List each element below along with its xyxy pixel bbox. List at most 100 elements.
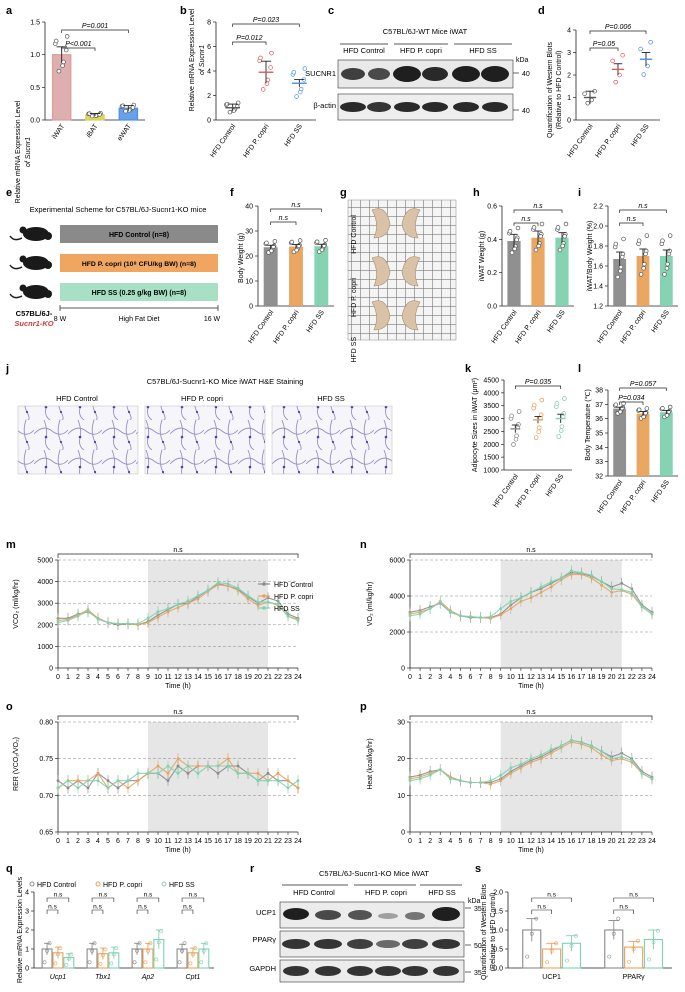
n-point bbox=[529, 591, 533, 594]
n-y-tick-label: 2000 bbox=[389, 630, 405, 637]
i-y-tick-label: 1.2 bbox=[593, 304, 603, 311]
a-dot bbox=[123, 108, 128, 114]
f-dot bbox=[294, 247, 299, 253]
panel-letters: a b c d e f g h i j k l m n o p q r s bbox=[5, 5, 581, 875]
m-point bbox=[146, 616, 150, 620]
p-x-tick-label: 9 bbox=[499, 838, 503, 845]
h-bracket-label: n.s bbox=[521, 216, 531, 223]
q-bracket-label: n.s bbox=[48, 904, 57, 911]
o-point bbox=[286, 786, 290, 790]
i-bracket-label: n.s bbox=[627, 216, 637, 223]
q-bracket-label: n.s bbox=[138, 904, 147, 911]
n-x-tick-label: 11 bbox=[517, 674, 524, 681]
o-x-tick-label: 6 bbox=[116, 838, 120, 845]
p-x-tick-label: 8 bbox=[489, 838, 493, 845]
n-x-tick-label: 21 bbox=[618, 674, 626, 681]
f-dot bbox=[296, 243, 302, 249]
h-dot bbox=[512, 246, 517, 252]
p-y-tick-label: 20 bbox=[397, 756, 405, 763]
n-point bbox=[438, 600, 442, 604]
m-point bbox=[76, 614, 80, 618]
c-group-control: HFD Control bbox=[343, 46, 385, 55]
s-bracket bbox=[531, 897, 572, 902]
l-dot bbox=[613, 402, 619, 407]
n-x-tick-label: 1 bbox=[418, 674, 422, 681]
n-x-tick-label: 9 bbox=[499, 674, 503, 681]
m-y-tick-label: 2000 bbox=[37, 622, 53, 629]
r-mw-3: 35 bbox=[474, 970, 482, 977]
l-dot bbox=[667, 404, 673, 410]
o-y-tick-label: 0.65 bbox=[39, 830, 53, 837]
b-bracket-label: P=0.012 bbox=[236, 35, 262, 42]
m-x-tick-label: 11 bbox=[164, 674, 171, 681]
n-y-tick-label: 0 bbox=[401, 666, 405, 673]
o-x-tick-label: 4 bbox=[96, 838, 100, 845]
n-x-tick-label: 3 bbox=[438, 674, 442, 681]
p-point bbox=[499, 773, 503, 777]
l-bar bbox=[659, 412, 673, 476]
h-y-tick-label: 0.2 bbox=[487, 270, 497, 277]
o-point bbox=[196, 771, 200, 775]
f-dot bbox=[319, 247, 325, 253]
l-dot bbox=[644, 406, 650, 411]
k-y-tick-label: 4000 bbox=[483, 390, 499, 397]
o-point bbox=[296, 779, 300, 783]
k-dot bbox=[532, 402, 537, 408]
p-point bbox=[549, 748, 553, 751]
o-point bbox=[256, 771, 260, 775]
m-point bbox=[106, 621, 110, 625]
q-dot bbox=[182, 941, 187, 946]
s-dot bbox=[616, 916, 621, 921]
e-bar-control-label: HFD Control (n=8) bbox=[109, 232, 169, 239]
f-y-tick-label: 20 bbox=[245, 254, 253, 261]
m-legend: HFD Control HFD P. copri HFD SS bbox=[258, 582, 314, 613]
letter-k: k bbox=[465, 363, 472, 375]
i-y-tick-label: 2.0 bbox=[593, 224, 603, 231]
r-mw-2: 50 bbox=[474, 943, 482, 950]
o-x-tick-label: 16 bbox=[214, 838, 222, 845]
h-dot bbox=[560, 243, 565, 249]
c-title: C57BL/6J-WT Mice iWAT bbox=[383, 27, 468, 36]
l-bracket bbox=[619, 387, 667, 391]
r-title: C57BL/6J-Sucnr1-KO Mice iWAT bbox=[319, 869, 429, 878]
j-image-ss bbox=[271, 405, 393, 475]
b-bracket-label: P=0.023 bbox=[253, 17, 279, 24]
i-bracket bbox=[619, 209, 667, 213]
q-bracket bbox=[46, 897, 70, 902]
p-x-tick-label: 5 bbox=[458, 838, 462, 845]
n-x-tick-label: 8 bbox=[489, 674, 493, 681]
m-point bbox=[296, 619, 300, 622]
s-dot bbox=[525, 954, 530, 959]
h-dot bbox=[514, 237, 519, 242]
k-y-tick-label: 2500 bbox=[483, 429, 499, 436]
n-point bbox=[479, 616, 482, 619]
p-x-tick-label: 6 bbox=[469, 838, 473, 845]
e-bar-control bbox=[60, 225, 218, 243]
q-dot bbox=[204, 941, 209, 946]
q-dot bbox=[146, 949, 150, 953]
m-x-tick-label: 15 bbox=[204, 674, 212, 681]
l-y-tick-label: 37 bbox=[595, 402, 603, 409]
o-x-tick-label: 17 bbox=[224, 838, 232, 845]
s-dot bbox=[529, 931, 534, 936]
m-ns-bracket bbox=[57, 553, 299, 558]
p-x-tick-label: 23 bbox=[638, 838, 646, 845]
i-y-tick-label: 1.6 bbox=[593, 264, 603, 271]
m-x-tick-label: 16 bbox=[214, 674, 222, 681]
k-ylabel: Adipocyte Sizes in iWAT (μm²) bbox=[472, 378, 479, 472]
m-legend-pcopri: HFD P. copri bbox=[274, 594, 314, 601]
m-point bbox=[216, 581, 220, 585]
n-x-tick-label: 20 bbox=[608, 674, 616, 681]
p-point bbox=[529, 757, 533, 761]
letter-h: h bbox=[473, 187, 480, 199]
p-x-tick-label: 14 bbox=[547, 838, 555, 845]
i-ylabel: iWAT/Body Weight (%) bbox=[587, 221, 594, 292]
n-point bbox=[448, 610, 452, 614]
n-point bbox=[428, 607, 432, 610]
q-dot bbox=[45, 949, 49, 953]
l-y-tick-label: 32 bbox=[595, 474, 603, 481]
i-dot bbox=[636, 238, 642, 243]
o-x-tick-label: 11 bbox=[164, 838, 171, 845]
b-dot bbox=[261, 87, 266, 92]
j-group-ss: HFD SS bbox=[317, 394, 345, 403]
